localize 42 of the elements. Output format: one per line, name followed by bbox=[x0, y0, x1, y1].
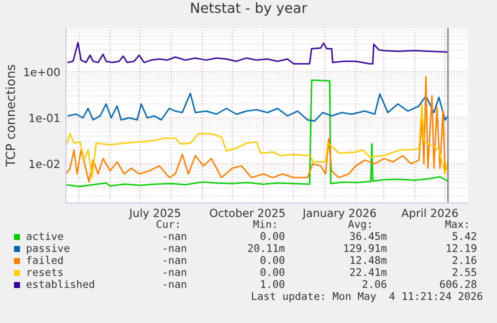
text: 2.06 bbox=[362, 280, 386, 288]
y-tick-label: 1e+00 bbox=[24, 68, 60, 76]
text: 0.00 bbox=[260, 268, 284, 276]
text: 36.45m bbox=[350, 232, 387, 240]
chart-title: Netstat - by year bbox=[191, 2, 308, 16]
text: -nan bbox=[164, 258, 186, 264]
x-tick-label: October 2025 bbox=[210, 208, 285, 218]
x-tick-label: April 2026 bbox=[401, 208, 458, 220]
text: 12.19 bbox=[446, 244, 476, 252]
text: -nan bbox=[164, 246, 186, 252]
text: Max: bbox=[445, 220, 468, 228]
text: 606.28 bbox=[440, 280, 476, 288]
text: Min: bbox=[253, 220, 276, 228]
text: Last update: Mon May 4 11:21:24 2026 bbox=[252, 292, 482, 302]
line-series bbox=[66, 104, 449, 178]
legend-label: failed bbox=[26, 256, 63, 264]
text: 129.91m bbox=[344, 244, 387, 252]
text: 0.00 bbox=[260, 232, 284, 240]
text: 1.00 bbox=[261, 280, 284, 288]
legend-label: passive bbox=[26, 244, 70, 254]
text: 5.42 bbox=[452, 232, 476, 240]
text: Cur: bbox=[156, 220, 178, 228]
text: 20.11m bbox=[248, 244, 285, 252]
y-tick-label: 1e-01 bbox=[30, 114, 60, 122]
text: Avg: bbox=[348, 220, 370, 230]
x-tick-label: January 2026 bbox=[302, 208, 376, 220]
text: -nan bbox=[164, 270, 186, 276]
legend-label: established bbox=[26, 280, 94, 288]
x-tick-label: July 2025 bbox=[128, 208, 180, 220]
legend-label: active bbox=[26, 232, 64, 240]
legend-label: resets bbox=[28, 268, 63, 276]
y-axis-title: TCP connections bbox=[5, 64, 16, 167]
line-series bbox=[67, 42, 449, 64]
text: -nan bbox=[164, 234, 186, 240]
y-tick-label: 1e-02 bbox=[30, 160, 60, 168]
text: -nan bbox=[164, 282, 186, 288]
text: 22.41m bbox=[350, 268, 387, 276]
text: 12.48m bbox=[350, 256, 387, 264]
text: 2.16 bbox=[452, 256, 476, 264]
text: 2.55 bbox=[452, 268, 476, 276]
text: 0.00 bbox=[260, 256, 284, 264]
line-series bbox=[67, 92, 449, 122]
